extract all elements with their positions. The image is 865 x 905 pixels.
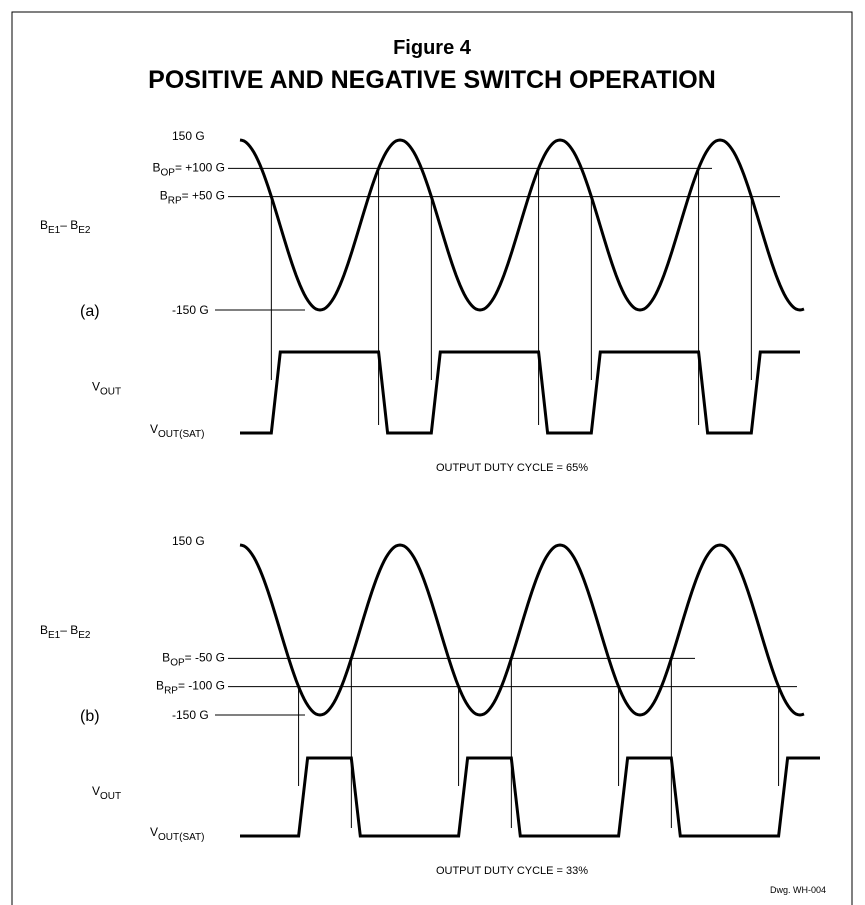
figure-title: POSITIVE AND NEGATIVE SWITCH OPERATION: [148, 66, 716, 94]
figure-number: Figure 4: [393, 37, 472, 59]
vout-label-part: OUT: [100, 791, 121, 802]
vsat-label-part: V: [150, 825, 158, 839]
brp-label-part: = -100 G: [178, 679, 225, 693]
bop-label-part: = +100 G: [175, 160, 225, 174]
field-label: BE1– BE2: [40, 623, 91, 641]
output-wave: [240, 350, 800, 435]
vsat-label-part: V: [150, 422, 158, 436]
bop-label: BOP= -50 G: [162, 650, 225, 668]
vsat-label-part: OUT(SAT): [158, 832, 204, 843]
field-label-part: B: [40, 623, 48, 637]
brp-label-part: B: [160, 189, 168, 203]
brp-label-part: = +50 G: [182, 189, 225, 203]
field-wave: [239, 138, 805, 312]
field-label-part: E2: [78, 225, 91, 236]
vsat-label: VOUT(SAT): [150, 825, 205, 843]
output-wave: [240, 756, 820, 838]
max-label: 150 G: [172, 129, 205, 143]
drawing-number: Dwg. WH-004: [770, 885, 826, 895]
vsat-label-part: OUT(SAT): [158, 429, 204, 440]
field-label-part: E1: [48, 630, 61, 641]
bop-label-part: OP: [161, 167, 176, 178]
field-label-part: E1: [48, 225, 61, 236]
vout-label-part: V: [92, 380, 100, 394]
panel-label: (b): [80, 708, 100, 725]
vout-label: VOUT: [92, 380, 121, 398]
field-label-part: – B: [60, 218, 78, 232]
field-label: BE1– BE2: [40, 218, 91, 236]
frame: [11, 11, 853, 905]
duty-caption: OUTPUT DUTY CYCLE = 65%: [436, 462, 588, 474]
vout-label-part: V: [92, 784, 100, 798]
bop-label-part: OP: [170, 657, 185, 668]
brp-label-part: RP: [164, 686, 178, 697]
bop-label-part: B: [162, 650, 170, 664]
min-label: -150 G: [172, 303, 209, 317]
min-label: -150 G: [172, 708, 209, 722]
brp-label: BRP= -100 G: [156, 679, 225, 697]
field-label-part: E2: [78, 630, 91, 641]
duty-caption: OUTPUT DUTY CYCLE = 33%: [436, 865, 588, 877]
field-label-part: – B: [60, 623, 78, 637]
brp-label: BRP= +50 G: [160, 189, 225, 207]
brp-label-part: RP: [168, 196, 182, 207]
vout-label-part: OUT: [100, 387, 121, 398]
bop-label-part: = -50 G: [185, 650, 225, 664]
field-label-part: B: [40, 218, 48, 232]
bop-label-part: B: [152, 160, 160, 174]
field-wave: [239, 543, 805, 717]
max-label: 150 G: [172, 534, 205, 548]
panel-label: (a): [80, 303, 100, 320]
vsat-label: VOUT(SAT): [150, 422, 205, 440]
vout-label: VOUT: [92, 784, 121, 802]
bop-label: BOP= +100 G: [152, 160, 225, 178]
brp-label-part: B: [156, 679, 164, 693]
